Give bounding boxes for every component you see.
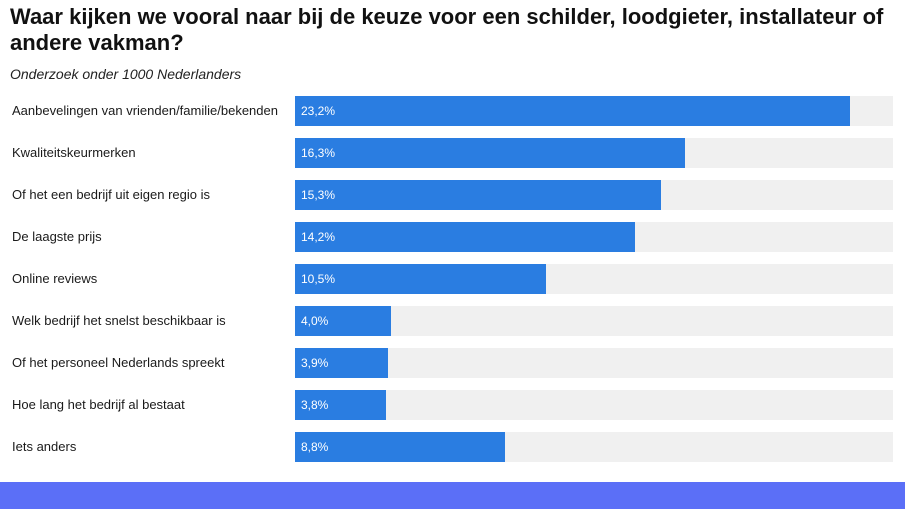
bar — [295, 222, 635, 252]
category-label: Aanbevelingen van vrienden/familie/beken… — [12, 103, 278, 118]
bar-value-label: 23,2% — [301, 104, 336, 118]
category-label: Kwaliteitskeurmerken — [12, 145, 136, 160]
bar-row: Aanbevelingen van vrienden/familie/beken… — [0, 96, 905, 126]
category-label: Iets anders — [12, 439, 77, 454]
category-label: Welk bedrijf het snelst beschikbaar is — [12, 313, 226, 328]
bar-value-label: 4,0% — [301, 314, 329, 328]
bar — [295, 138, 685, 168]
bar — [295, 306, 391, 336]
bar-value-label: 10,5% — [301, 272, 336, 286]
bar — [295, 264, 547, 294]
bar-track: 3,8% — [295, 390, 893, 420]
bar-row: Kwaliteitskeurmerken 16,3% — [0, 138, 905, 168]
bar-track: 10,5% — [295, 264, 893, 294]
bar-track: 8,8% — [295, 432, 893, 462]
bar-track: 15,3% — [295, 180, 893, 210]
bar-track: 3,9% — [295, 348, 893, 378]
bar — [295, 432, 506, 462]
bar-value-label: 3,8% — [301, 398, 329, 412]
category-label: Of het personeel Nederlands spreekt — [12, 355, 225, 370]
bar-row: De laagste prijs 14,2% — [0, 222, 905, 252]
bar-track: 23,2% — [295, 96, 893, 126]
category-label: Of het een bedrijf uit eigen regio is — [12, 187, 211, 202]
category-label: De laagste prijs — [12, 229, 102, 244]
bar-track: 16,3% — [295, 138, 893, 168]
bar — [295, 96, 850, 126]
bar-row: Iets anders 8,8% — [0, 432, 905, 462]
chart-title: Waar kijken we vooral naar bij de keuze … — [10, 4, 884, 55]
bar-row: Of het personeel Nederlands spreekt 3,9% — [0, 348, 905, 378]
bar-row: Online reviews 10,5% — [0, 264, 905, 294]
bar-value-label: 8,8% — [301, 440, 329, 454]
chart-subtitle: Onderzoek onder 1000 Nederlanders — [10, 66, 242, 82]
bar-value-label: 14,2% — [301, 230, 336, 244]
bar-row: Of het een bedrijf uit eigen regio is 15,… — [0, 180, 905, 210]
bar-value-label: 16,3% — [301, 146, 336, 160]
category-label: Online reviews — [12, 271, 98, 286]
bar-value-label: 3,9% — [301, 356, 329, 370]
category-label: Hoe lang het bedrijf al bestaat — [12, 397, 185, 412]
bar-row: Welk bedrijf het snelst beschikbaar is 4,… — [0, 306, 905, 336]
footer-band — [0, 482, 905, 509]
bar-track: 4,0% — [295, 306, 893, 336]
bar — [295, 348, 389, 378]
bar — [295, 390, 386, 420]
bar-row: Hoe lang het bedrijf al bestaat 3,8% — [0, 390, 905, 420]
bar — [295, 180, 661, 210]
bar-track: 14,2% — [295, 222, 893, 252]
bar-value-label: 15,3% — [301, 188, 336, 202]
